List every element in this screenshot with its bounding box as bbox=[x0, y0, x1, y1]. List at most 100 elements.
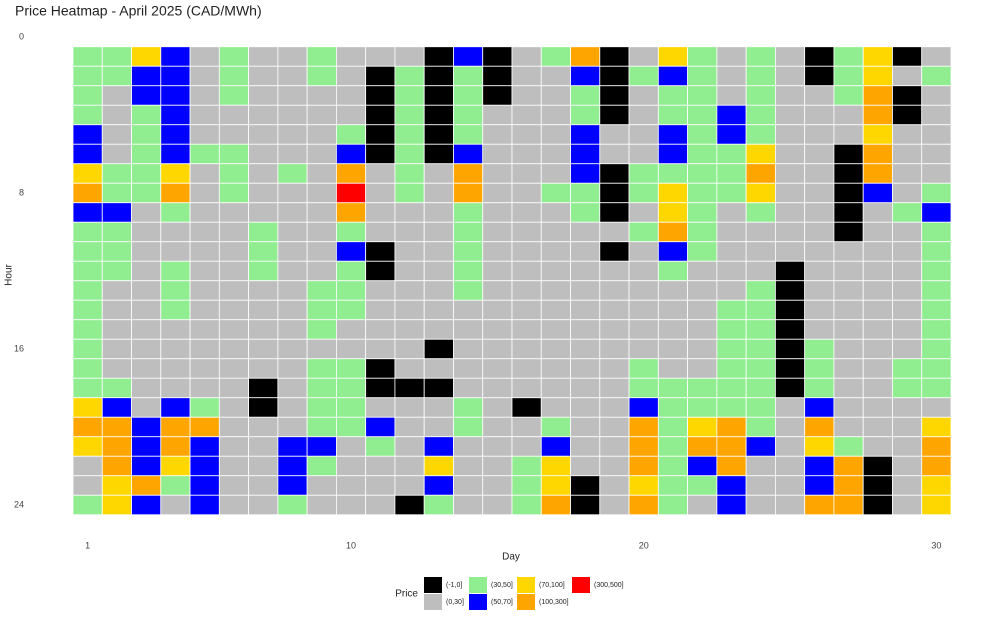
heat-cell bbox=[306, 416, 337, 438]
heat-cell bbox=[218, 416, 249, 438]
heat-cell bbox=[745, 260, 776, 282]
heat-cell bbox=[453, 338, 484, 360]
heat-cell bbox=[160, 494, 191, 516]
heat-cell bbox=[716, 397, 747, 418]
heat-cell bbox=[804, 299, 835, 321]
heat-cell bbox=[101, 494, 132, 516]
heat-cell bbox=[248, 397, 279, 418]
heat-cell bbox=[306, 104, 337, 126]
heat-cell bbox=[657, 65, 688, 87]
heat-cell bbox=[657, 143, 688, 165]
heat-cell bbox=[248, 85, 279, 106]
heat-cell bbox=[657, 280, 688, 301]
heat-cell bbox=[335, 280, 367, 301]
heat-cell bbox=[365, 299, 396, 321]
heat-cell bbox=[570, 475, 601, 496]
heat-cell bbox=[921, 455, 952, 477]
heat-cell bbox=[804, 202, 835, 223]
heat-cell bbox=[892, 416, 923, 438]
heat-cell bbox=[72, 494, 103, 516]
heat-cell bbox=[599, 475, 630, 496]
heat-cell bbox=[745, 436, 776, 457]
heat-cell bbox=[72, 299, 103, 321]
heat-cell bbox=[160, 397, 191, 418]
heat-cell bbox=[394, 65, 425, 87]
heat-cell bbox=[101, 143, 132, 165]
heat-cell bbox=[453, 85, 484, 106]
heat-cell bbox=[745, 358, 776, 379]
heat-cell bbox=[453, 475, 484, 496]
heat-cell bbox=[687, 436, 718, 457]
heat-cell bbox=[540, 85, 571, 106]
heat-cell bbox=[716, 104, 747, 126]
heat-cell bbox=[160, 338, 191, 360]
heat-cell bbox=[540, 319, 571, 340]
heat-cell bbox=[482, 104, 513, 126]
heat-cell bbox=[716, 377, 747, 399]
heat-cell bbox=[775, 85, 806, 106]
heat-cell bbox=[687, 455, 718, 477]
heat-cell bbox=[687, 46, 718, 67]
heat-cell bbox=[423, 202, 454, 223]
heat-cell bbox=[862, 260, 893, 282]
heat-cell bbox=[716, 46, 747, 67]
heat-cell bbox=[716, 319, 747, 340]
heat-cell bbox=[189, 221, 220, 243]
heat-cell bbox=[687, 104, 718, 126]
heat-cell bbox=[833, 436, 864, 457]
heat-cell bbox=[277, 494, 308, 516]
legend-label: (-1,0] bbox=[446, 582, 462, 589]
heat-cell bbox=[657, 85, 688, 106]
heat-cell bbox=[335, 202, 367, 223]
heat-cell bbox=[101, 260, 132, 282]
heat-cell bbox=[335, 475, 367, 496]
heat-cell bbox=[921, 397, 952, 418]
heat-cell bbox=[277, 416, 308, 438]
y-tick-label: 24 bbox=[14, 499, 24, 509]
heat-cell bbox=[804, 104, 835, 126]
heat-cell bbox=[482, 475, 513, 496]
heat-cell bbox=[394, 494, 425, 516]
heat-cell bbox=[453, 65, 484, 87]
heat-cell bbox=[775, 494, 806, 516]
heat-cell bbox=[775, 124, 806, 145]
heat-cell bbox=[72, 319, 103, 340]
heat-cell bbox=[540, 494, 571, 516]
heat-cell bbox=[306, 358, 337, 379]
heat-cell bbox=[657, 104, 688, 126]
heat-cell bbox=[921, 377, 952, 399]
legend-label: (0,30] bbox=[446, 599, 464, 606]
heat-cell bbox=[511, 202, 542, 223]
heat-cell bbox=[72, 397, 103, 418]
heat-cell bbox=[540, 416, 571, 438]
heat-cell bbox=[716, 416, 747, 438]
heat-cell bbox=[657, 494, 688, 516]
legend-swatch bbox=[517, 594, 535, 610]
heat-cell bbox=[921, 299, 952, 321]
heat-cell bbox=[599, 221, 630, 243]
heat-cell bbox=[862, 65, 893, 87]
heat-cell bbox=[716, 338, 747, 360]
heat-cell bbox=[862, 221, 893, 243]
y-tick-label: 16 bbox=[14, 343, 24, 353]
heat-cell bbox=[745, 46, 776, 67]
heat-cell bbox=[804, 358, 835, 379]
heat-cell bbox=[423, 377, 454, 399]
heat-cell bbox=[218, 143, 249, 165]
heat-cell bbox=[101, 85, 132, 106]
heat-cell bbox=[921, 280, 952, 301]
heat-cell bbox=[775, 280, 806, 301]
heat-cell bbox=[599, 163, 630, 184]
heat-cell bbox=[657, 124, 688, 145]
heat-cell bbox=[423, 85, 454, 106]
heat-cell bbox=[453, 319, 484, 340]
heat-cell bbox=[160, 299, 191, 321]
heat-cell bbox=[218, 358, 249, 379]
heat-cell bbox=[570, 241, 601, 262]
heat-cell bbox=[189, 455, 220, 477]
heat-cell bbox=[72, 475, 103, 496]
heat-cell bbox=[628, 143, 659, 165]
heat-cell bbox=[687, 260, 718, 282]
heat-cell bbox=[277, 455, 308, 477]
heat-cell bbox=[218, 104, 249, 126]
